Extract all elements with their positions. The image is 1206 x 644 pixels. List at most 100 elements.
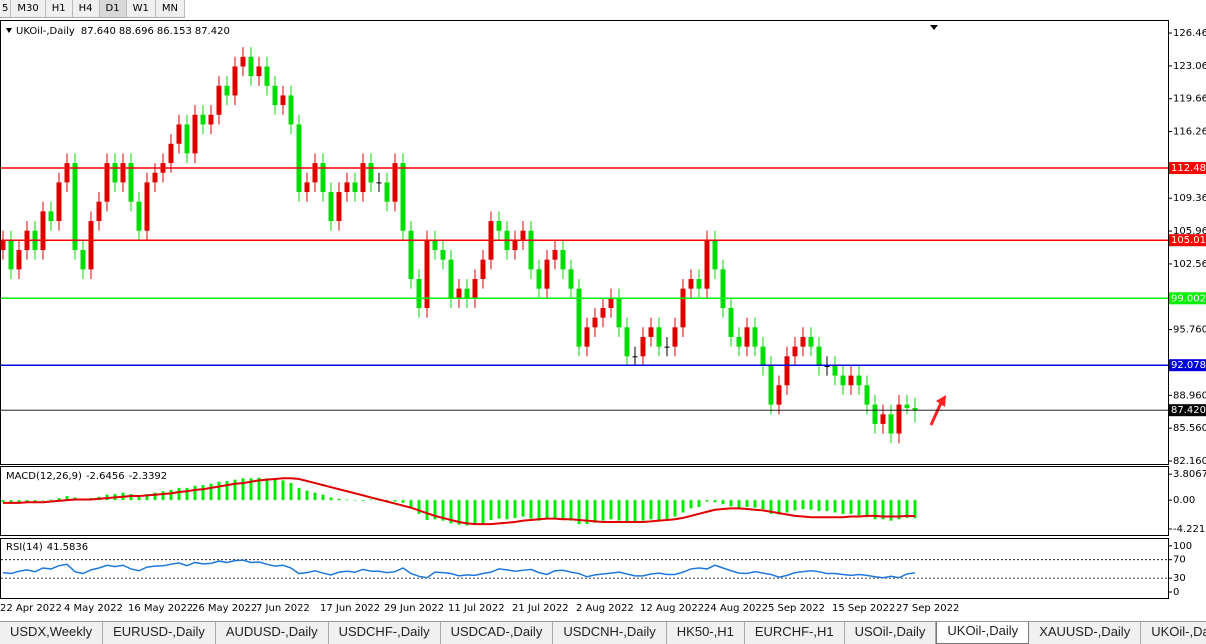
macd-bar [337,498,341,501]
rsi-panel [0,538,1169,599]
arrow-head [936,395,946,407]
candle-body [64,163,70,183]
candle-body [368,163,374,183]
chart-tab[interactable]: USDCAD-,Daily [441,622,554,644]
candle-body [384,182,390,202]
chart-tab[interactable]: HK50-,H1 [667,622,745,644]
macd-bar [433,500,437,520]
candle-body [408,230,414,279]
y-tick-label: 102.560 [1173,259,1206,270]
macd-bar [425,500,429,520]
timeframe-toolbar: 5 M30 H1 H4 D1 W1 MN [0,0,185,18]
candle-body [232,66,238,96]
macd-bar [449,500,453,524]
macd-bar [545,500,549,520]
timeframe-button[interactable]: D1 [99,0,127,17]
x-tick-label: 7 Jun 2022 [256,603,310,614]
candle-body [120,163,126,183]
chart-tab[interactable]: UKOil-,Da [1141,622,1206,644]
timeframe-button[interactable]: W1 [127,0,156,17]
macd-bar [841,500,845,514]
candle-body [496,221,502,231]
y-tick-label: 0.00 [1173,495,1195,506]
macd-bar [217,481,221,501]
macd-bar [809,500,813,510]
candle-body [336,192,342,222]
macd-bar [889,500,893,521]
candle-body [520,230,526,241]
candle-body [632,356,638,358]
candle-body [240,56,246,67]
timeframe-button[interactable]: M30 [11,0,46,17]
chart-tab[interactable]: USDCNH-,Daily [553,622,667,644]
candle-body [288,95,294,125]
candle-body [752,327,758,347]
candle-body [808,336,814,347]
candle-body [312,163,318,183]
macd-bar [625,500,629,523]
candle-body [112,163,118,183]
candle-body [696,279,702,289]
candle-body [80,250,86,270]
candle-body [280,95,286,106]
macd-bar [145,494,149,501]
macd-bar [657,500,661,520]
macd-bar [537,500,541,521]
candle-body [376,182,382,184]
level-label-box [1169,292,1206,305]
candle-body [392,163,398,202]
candle-body [224,85,230,96]
candle-body [640,336,646,357]
chart-tab[interactable]: UKOil-,Daily [936,622,1030,644]
timeframe-button[interactable]: H1 [46,0,73,17]
macd-bar [897,500,901,520]
macd-bar [161,491,165,501]
candle-body [416,279,422,308]
candle-body [720,269,726,308]
candle-body [464,288,470,299]
macd-bar [801,500,805,510]
x-tick-label: 2 Aug 2022 [576,603,634,614]
chart-tab[interactable]: USDCHF-,Daily [329,622,441,644]
candle-body [512,240,518,251]
macd-bar [265,478,269,501]
candle-body [856,375,862,386]
timeframe-button[interactable]: H4 [73,0,100,17]
chart-tab[interactable]: USOil-,Daily [845,622,937,644]
chart-tab[interactable]: EURUSD-,Daily [103,622,216,644]
chart-tab[interactable]: USDX,Weekly [0,622,104,644]
candle-body [608,298,614,308]
macd-bar [129,494,133,501]
candle-body [272,85,278,106]
rsi-line [2,559,916,579]
candle-body [568,269,574,289]
chart-tab[interactable]: AUDUSD-,Daily [216,622,329,644]
macd-bar [393,500,397,502]
y-tick-label: 100 [1173,541,1192,552]
indicator-header: RSI(14) 41.5836 [6,542,88,553]
macd-bar [617,500,621,521]
macd-bar [329,497,333,501]
macd-bar [857,500,861,516]
y-tick-label: 30 [1173,573,1186,584]
timeframe-button[interactable]: MN [156,0,185,17]
macd-bar [769,500,773,514]
ohlc-label: 86.153 [157,26,192,37]
macd-bar [745,500,749,507]
indicator-title: RSI(14) [6,542,43,553]
candle-body [440,250,446,260]
y-tick-label: -4.221 [1173,524,1205,535]
chart-tab[interactable]: XAUUSD-,Daily [1029,622,1142,644]
timeframe-button[interactable]: 5 [0,0,12,17]
x-tick-label: 16 May 2022 [128,603,193,614]
macd-bar [601,500,605,521]
macd-bar [561,500,565,520]
candle-body [208,114,214,125]
x-tick-label: 4 May 2022 [64,603,123,614]
candle-body [424,240,430,308]
chart-tab[interactable]: EURCHF-,H1 [745,622,845,644]
macd-bar [529,500,533,519]
macd-bar [465,500,469,526]
macd-bar [273,479,277,501]
